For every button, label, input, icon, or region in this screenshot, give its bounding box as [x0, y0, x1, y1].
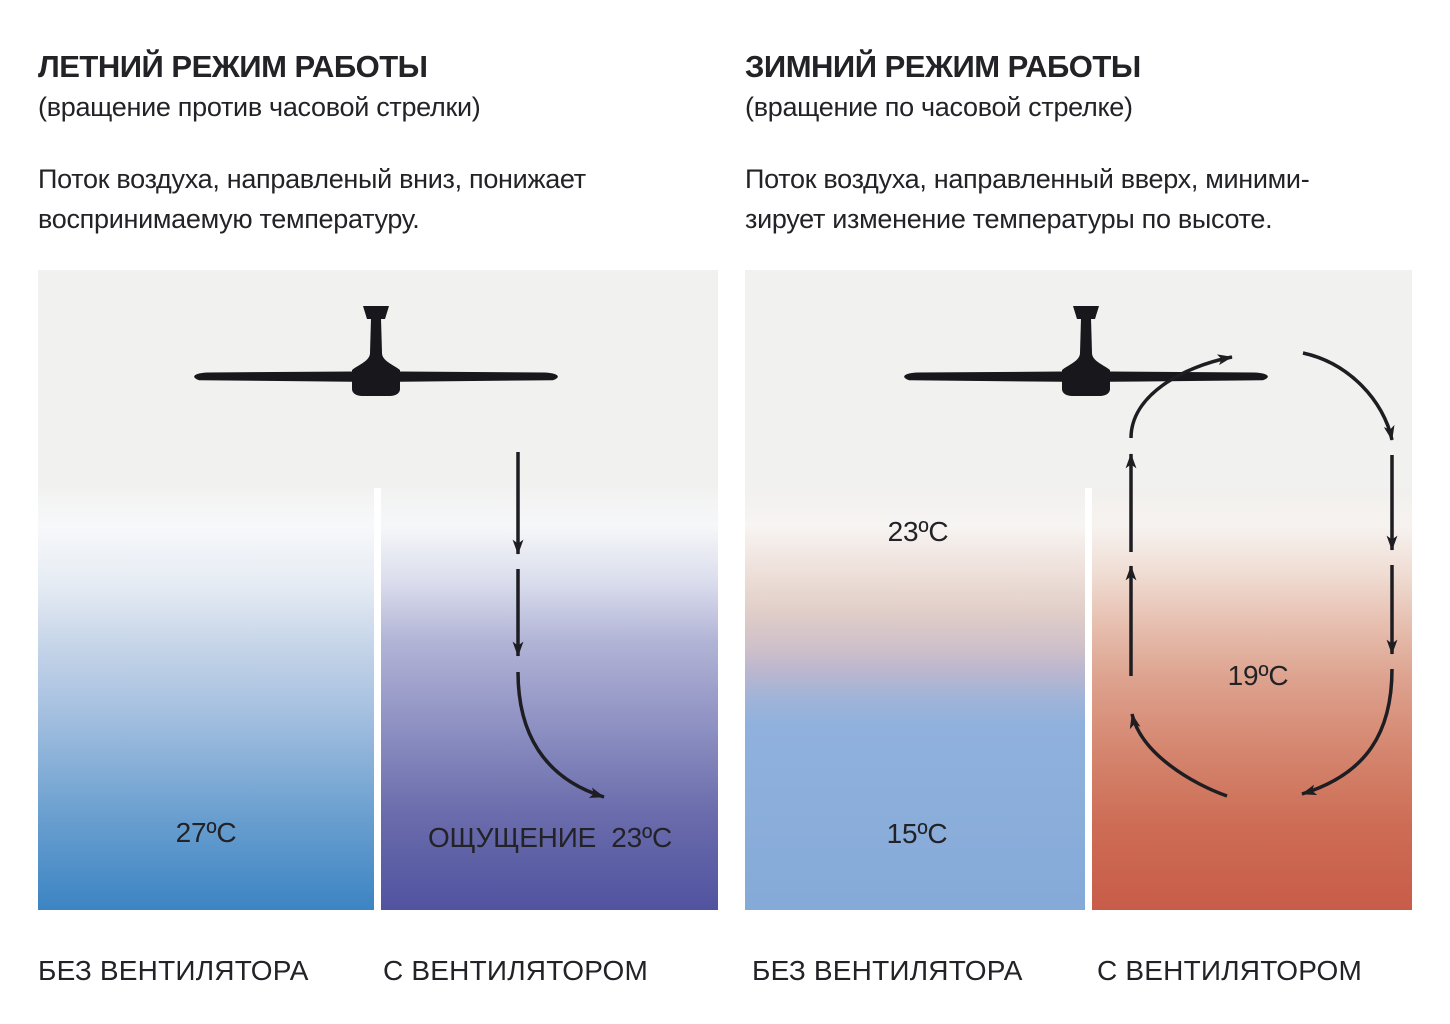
winter-description-line1: Поток воздуха, направленный вверх, миним…	[745, 164, 1310, 194]
winter-diagram: 23ºС 15ºС 19ºС	[745, 270, 1412, 910]
circulation-arrows-icon	[1125, 351, 1398, 798]
bottom-right-curve-arrow-icon	[1301, 668, 1394, 796]
winter-ceiling-temp: 23ºС	[887, 516, 949, 547]
summer-subtitle: (вращение против часовой стрелки)	[38, 92, 481, 122]
winter-title: ЗИМНИЙ РЕЖИМ РАБОТЫ	[745, 49, 1141, 84]
bottom-left-curve-arrow-icon	[1129, 713, 1228, 798]
winter-with-fan-label: С ВЕНТИЛЯТОРОМ	[1097, 955, 1362, 986]
winter-header: ЗИМНИЙ РЕЖИМ РАБОТЫ (вращение по часовой…	[745, 50, 1405, 239]
summer-description: Поток воздуха, направленый вниз, понижае…	[38, 159, 698, 239]
summer-airflow-layer	[194, 306, 605, 799]
winter-floor-temp: 15ºС	[886, 818, 948, 849]
summer-feels-like-temp: ОЩУЩЕНИЕ 23ºС	[427, 822, 673, 853]
top-right-curve-arrow-icon	[1302, 351, 1395, 441]
ceiling-fan-icon	[904, 306, 1268, 396]
summer-with-fan-label: С ВЕНТИЛЯТОРОМ	[383, 955, 648, 986]
winter-without-fan-label: БЕЗ ВЕНТИЛЯТОРА	[752, 955, 1023, 986]
winter-mixed-temp: 19ºС	[1227, 660, 1289, 691]
winter-airflow-layer	[904, 306, 1398, 798]
summer-title: ЛЕТНИЙ РЕЖИМ РАБОТЫ	[38, 49, 428, 84]
summer-description-line2: воспринимаемую температуру.	[38, 204, 420, 234]
over-fan-curve-arrow-icon	[1129, 354, 1233, 439]
winter-subtitle: (вращение по часовой стрелке)	[745, 92, 1133, 122]
summer-room-temp: 27ºС	[175, 817, 237, 848]
summer-without-fan-label: БЕЗ ВЕНТИЛЯТОРА	[38, 955, 309, 986]
winter-description-line2: зирует изменение температуры по высоте.	[745, 204, 1273, 234]
downdraft-arrows-icon	[512, 452, 605, 799]
deflect-right-arrow-icon	[516, 671, 605, 799]
ceiling-fan-icon	[194, 306, 558, 396]
summer-description-line1: Поток воздуха, направленый вниз, понижае…	[38, 164, 586, 194]
summer-diagram: 27ºС ОЩУЩЕНИЕ 23ºС	[38, 270, 718, 910]
winter-description: Поток воздуха, направленный вверх, миним…	[745, 159, 1405, 239]
summer-header: ЛЕТНИЙ РЕЖИМ РАБОТЫ (вращение против час…	[38, 50, 698, 239]
